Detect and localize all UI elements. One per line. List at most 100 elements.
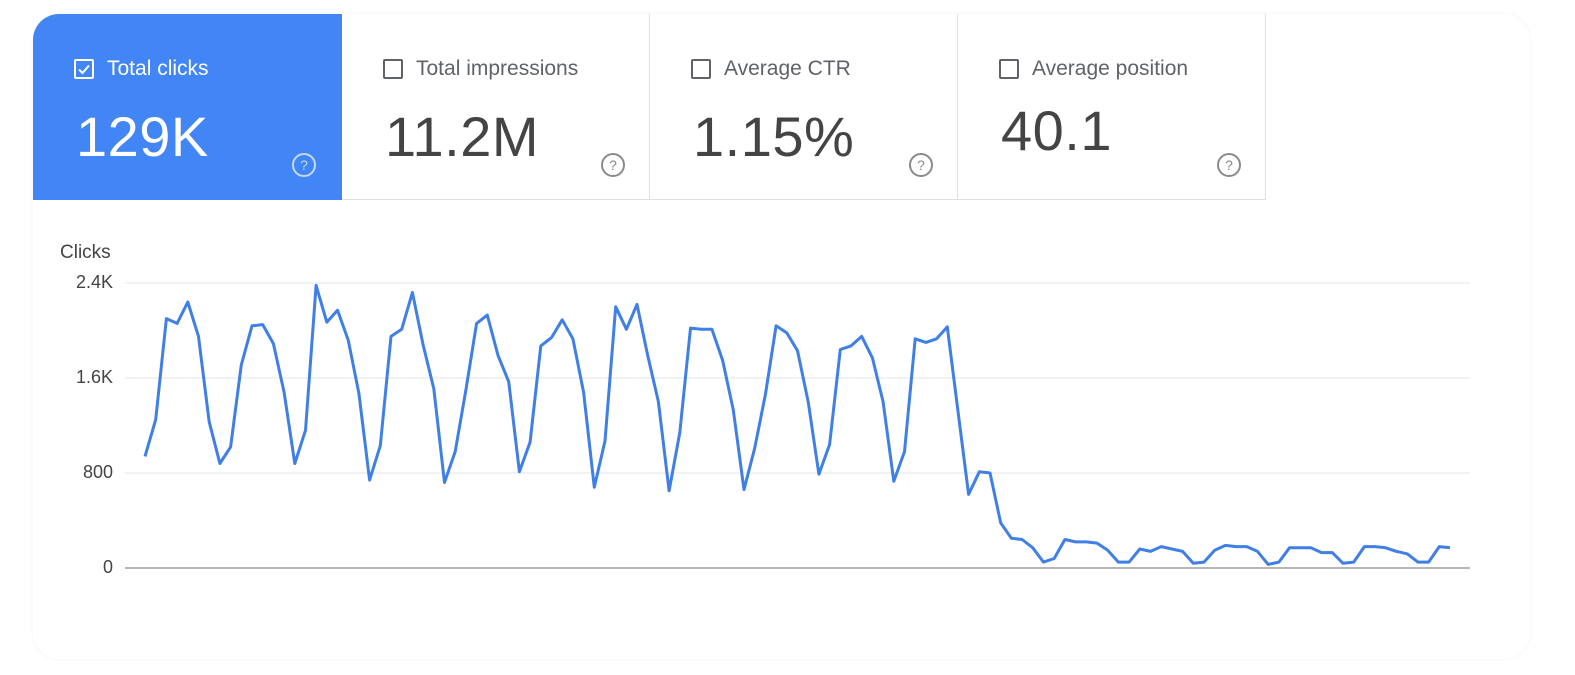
data-point[interactable] (1138, 547, 1142, 551)
data-point[interactable] (646, 353, 650, 357)
data-point[interactable] (870, 356, 874, 360)
data-point[interactable] (592, 485, 596, 489)
checkbox-unchecked-icon[interactable] (999, 59, 1019, 79)
data-point[interactable] (1095, 541, 1099, 545)
checkbox-checked-icon[interactable] (74, 59, 94, 79)
data-point[interactable] (742, 488, 746, 492)
data-point[interactable] (1341, 561, 1345, 565)
data-point[interactable] (528, 440, 532, 444)
data-point[interactable] (218, 462, 222, 466)
help-icon[interactable]: ? (291, 152, 317, 178)
metric-tab-average-ctr[interactable]: Average CTR 1.15% ? (650, 14, 958, 200)
data-point[interactable] (881, 400, 885, 404)
data-point[interactable] (1298, 546, 1302, 550)
data-point[interactable] (667, 489, 671, 493)
data-point[interactable] (913, 337, 917, 341)
data-point[interactable] (1373, 545, 1377, 549)
help-icon[interactable]: ? (600, 152, 626, 178)
data-point[interactable] (410, 291, 414, 295)
data-point[interactable] (977, 470, 981, 474)
data-point[interactable] (571, 337, 575, 341)
data-point[interactable] (603, 439, 607, 443)
data-point[interactable] (143, 454, 147, 458)
metric-tab-average-position[interactable]: Average position 40.1 ? (958, 14, 1266, 200)
data-point[interactable] (378, 444, 382, 448)
data-point[interactable] (1009, 536, 1013, 540)
data-point[interactable] (1352, 560, 1356, 564)
data-point[interactable] (314, 283, 318, 287)
data-point[interactable] (967, 492, 971, 496)
data-point[interactable] (817, 472, 821, 476)
data-point[interactable] (432, 387, 436, 391)
data-point[interactable] (678, 431, 682, 435)
data-point[interactable] (453, 450, 457, 454)
data-point[interactable] (1213, 548, 1217, 552)
data-point[interactable] (507, 380, 511, 384)
data-point[interactable] (988, 471, 992, 475)
data-point[interactable] (282, 390, 286, 394)
data-point[interactable] (475, 321, 479, 325)
help-icon[interactable]: ? (908, 152, 934, 178)
data-point[interactable] (357, 391, 361, 395)
metric-tab-total-clicks[interactable]: Total clicks 129K ? (33, 14, 342, 200)
data-point[interactable] (1020, 538, 1024, 542)
data-point[interactable] (1181, 549, 1185, 553)
data-point[interactable] (1448, 546, 1452, 550)
data-point[interactable] (186, 300, 190, 304)
data-point[interactable] (336, 308, 340, 312)
data-point[interactable] (443, 481, 447, 485)
data-point[interactable] (1362, 545, 1366, 549)
data-point[interactable] (635, 302, 639, 306)
help-icon[interactable]: ? (1216, 152, 1242, 178)
data-point[interactable] (1309, 546, 1313, 550)
data-point[interactable] (346, 338, 350, 342)
data-point[interactable] (935, 337, 939, 341)
data-point[interactable] (1191, 561, 1195, 565)
data-point[interactable] (389, 334, 393, 338)
data-point[interactable] (250, 324, 254, 328)
data-point[interactable] (1202, 560, 1206, 564)
data-point[interactable] (1330, 551, 1334, 555)
data-point[interactable] (229, 445, 233, 449)
data-point[interactable] (517, 470, 521, 474)
data-point[interactable] (892, 479, 896, 483)
data-point[interactable] (849, 344, 853, 348)
data-point[interactable] (304, 428, 308, 432)
data-point[interactable] (197, 334, 201, 338)
data-point[interactable] (699, 327, 703, 331)
data-point[interactable] (924, 340, 928, 344)
data-point[interactable] (656, 400, 660, 404)
data-point[interactable] (271, 342, 275, 346)
data-point[interactable] (945, 325, 949, 329)
data-point[interactable] (785, 331, 789, 335)
data-point[interactable] (560, 318, 564, 322)
data-point[interactable] (860, 334, 864, 338)
data-point[interactable] (614, 305, 618, 309)
data-point[interactable] (624, 327, 628, 331)
data-point[interactable] (1084, 540, 1088, 544)
data-point[interactable] (1320, 551, 1324, 555)
data-point[interactable] (207, 420, 211, 424)
data-point[interactable] (1234, 545, 1238, 549)
data-point[interactable] (828, 443, 832, 447)
data-point[interactable] (838, 348, 842, 352)
data-point[interactable] (496, 353, 500, 357)
data-point[interactable] (550, 336, 554, 340)
data-point[interactable] (261, 323, 265, 327)
data-point[interactable] (774, 324, 778, 328)
data-point[interactable] (763, 393, 767, 397)
data-point[interactable] (1266, 562, 1270, 566)
data-point[interactable] (1256, 549, 1260, 553)
data-point[interactable] (1223, 543, 1227, 547)
data-point[interactable] (1159, 545, 1163, 549)
metric-tab-total-impressions[interactable]: Total impressions 11.2M ? (342, 14, 650, 200)
data-point[interactable] (999, 521, 1003, 525)
data-point[interactable] (582, 390, 586, 394)
data-point[interactable] (1052, 557, 1056, 561)
data-point[interactable] (539, 344, 543, 348)
data-point[interactable] (368, 478, 372, 482)
data-point[interactable] (1384, 546, 1388, 550)
data-point[interactable] (293, 462, 297, 466)
data-point[interactable] (1245, 545, 1249, 549)
data-point[interactable] (1288, 546, 1292, 550)
